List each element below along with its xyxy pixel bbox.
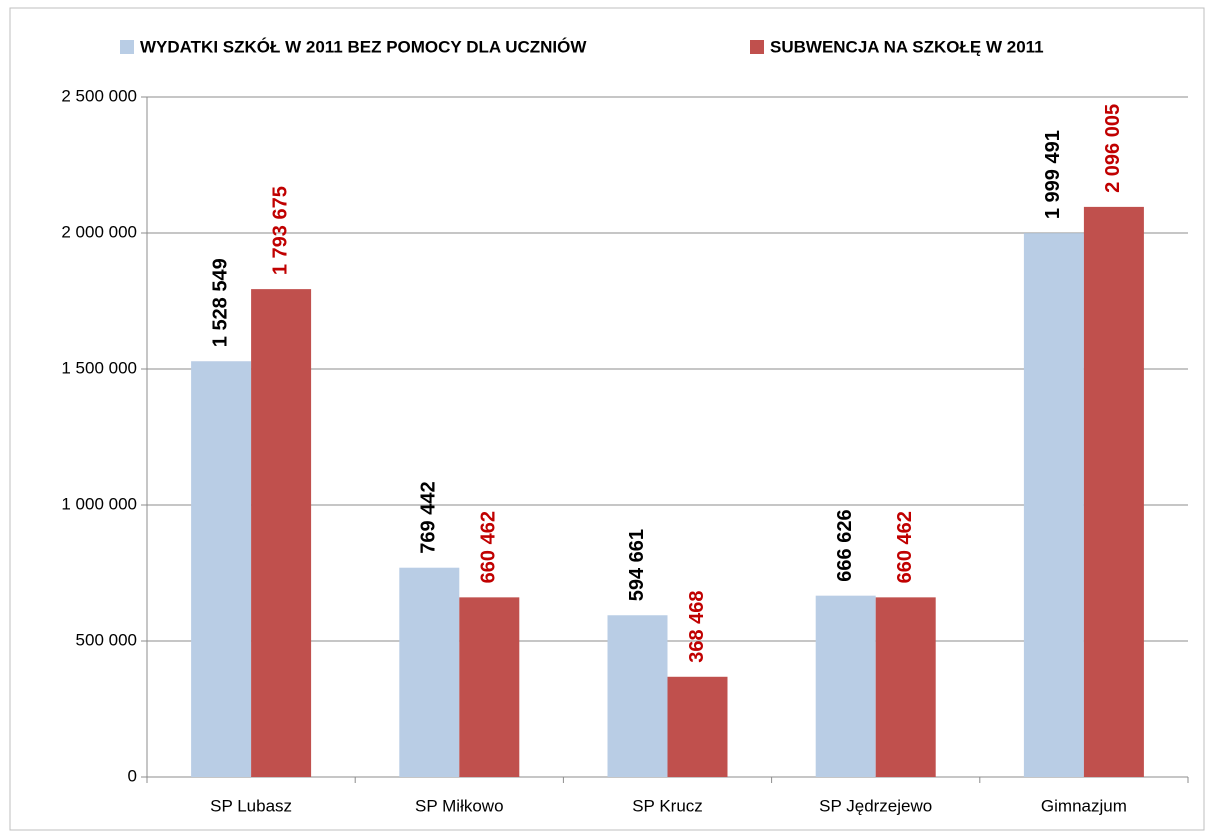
legend-label: WYDATKI SZKÓŁ W 2011 BEZ POMOCY DLA UCZN…: [140, 37, 587, 56]
bar: [191, 361, 252, 777]
value-label: 769 442: [418, 481, 440, 553]
y-tick-label: 1 500 000: [61, 358, 137, 377]
bar: [815, 595, 876, 777]
x-tick-label: SP Miłkowo: [415, 796, 504, 815]
y-tick-label: 0: [128, 766, 137, 785]
value-label: 660 462: [478, 511, 500, 583]
y-tick-label: 2 500 000: [61, 86, 137, 105]
bar: [399, 567, 460, 777]
x-tick-label: SP Krucz: [632, 796, 703, 815]
bar: [251, 289, 312, 777]
bar: [667, 676, 728, 777]
value-label: 1 999 491: [1042, 130, 1064, 219]
y-tick-label: 500 000: [76, 630, 137, 649]
value-label: 1 528 549: [209, 258, 231, 347]
x-tick-label: SP Lubasz: [210, 796, 292, 815]
y-tick-label: 1 000 000: [61, 494, 137, 513]
value-label: 368 468: [686, 590, 708, 662]
value-label: 594 661: [626, 529, 648, 601]
x-tick-label: SP Jędrzejewo: [819, 796, 932, 815]
legend-swatch: [750, 40, 764, 54]
value-label: 666 626: [834, 509, 856, 581]
x-tick-label: Gimnazjum: [1041, 796, 1127, 815]
value-label: 2 096 005: [1102, 104, 1124, 193]
bar: [875, 597, 936, 777]
value-label: 660 462: [894, 511, 916, 583]
value-label: 1 793 675: [269, 186, 291, 275]
legend-swatch: [120, 40, 134, 54]
bar: [1023, 233, 1084, 778]
bar: [1083, 206, 1144, 777]
legend-label: SUBWENCJA NA SZKOŁĘ W 2011: [770, 37, 1044, 56]
bar: [459, 597, 520, 777]
bar: [607, 615, 668, 777]
y-tick-label: 2 000 000: [61, 222, 137, 241]
